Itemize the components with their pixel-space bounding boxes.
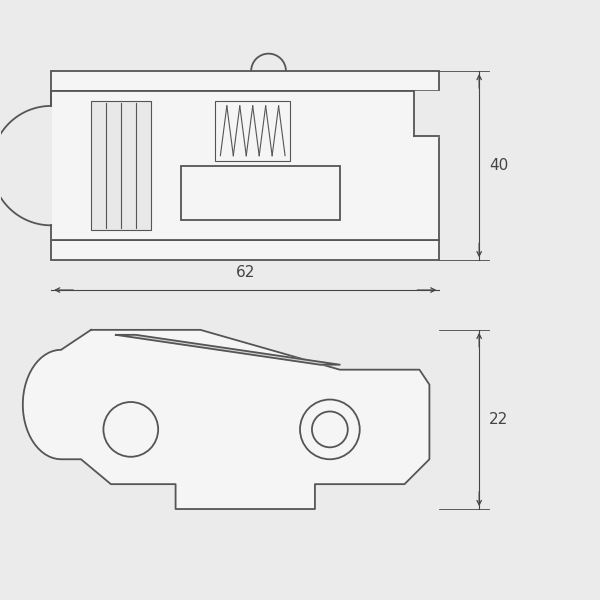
Polygon shape bbox=[415, 91, 439, 136]
Text: 62: 62 bbox=[236, 265, 255, 280]
Circle shape bbox=[300, 400, 360, 459]
Bar bbox=[181, 166, 340, 220]
Circle shape bbox=[103, 402, 158, 457]
Text: 40: 40 bbox=[489, 158, 508, 173]
Bar bbox=[91, 101, 151, 230]
Bar bbox=[51, 240, 439, 260]
Polygon shape bbox=[23, 330, 430, 509]
Polygon shape bbox=[0, 106, 51, 240]
Bar bbox=[215, 101, 290, 161]
Bar bbox=[51, 91, 439, 240]
Text: 22: 22 bbox=[489, 412, 508, 427]
Bar bbox=[51, 71, 439, 91]
Circle shape bbox=[312, 412, 348, 448]
Polygon shape bbox=[116, 335, 340, 365]
